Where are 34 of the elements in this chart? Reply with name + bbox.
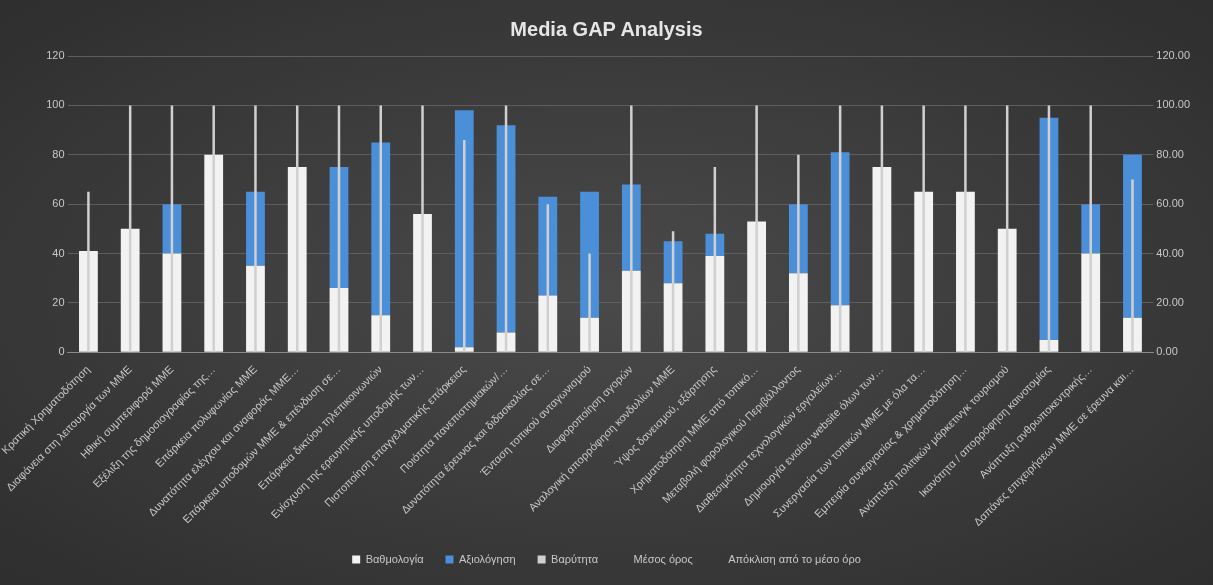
bar xyxy=(797,154,800,353)
legend-label: Βαθμολογία xyxy=(365,552,425,565)
bar xyxy=(588,253,591,353)
bar xyxy=(421,105,424,353)
bar xyxy=(630,105,633,353)
y2-tick-label: 80.00 xyxy=(1156,147,1184,160)
text: Απόκλιση από το μέσο όρο xyxy=(728,552,861,565)
y-tick-label: 60 xyxy=(52,197,65,210)
legend-label: Βαρύτητα xyxy=(551,552,599,565)
bar xyxy=(212,105,215,353)
bar xyxy=(922,105,925,353)
bar xyxy=(463,139,466,353)
y-tick-label: 0 xyxy=(58,345,65,358)
y2-tick-label: 0.00 xyxy=(1156,345,1178,358)
chart-title: Media GAP Analysis xyxy=(510,17,703,40)
y-tick-label: 20 xyxy=(52,295,65,308)
bar xyxy=(964,105,967,353)
y-tick-label: 40 xyxy=(52,246,65,259)
bar xyxy=(87,191,90,353)
bar xyxy=(1131,179,1134,353)
text: Μέσος όρος xyxy=(633,552,693,565)
bar xyxy=(755,105,758,353)
y-tick-label: 100 xyxy=(46,98,65,111)
bar xyxy=(254,105,257,353)
y2-tick-label: 60.00 xyxy=(1156,197,1184,210)
y2-tick-label: 40.00 xyxy=(1156,246,1184,259)
bar xyxy=(1089,105,1092,353)
y2-tick-label: 20.00 xyxy=(1156,295,1184,308)
y2-tick-label: 100.00 xyxy=(1156,98,1191,111)
y-tick-label: 80 xyxy=(52,147,65,160)
y2-tick-label: 120.00 xyxy=(1156,49,1191,62)
y-tick-label: 120 xyxy=(46,49,65,62)
legend-label: Αξιολόγηση xyxy=(458,552,516,565)
bar xyxy=(379,105,382,353)
